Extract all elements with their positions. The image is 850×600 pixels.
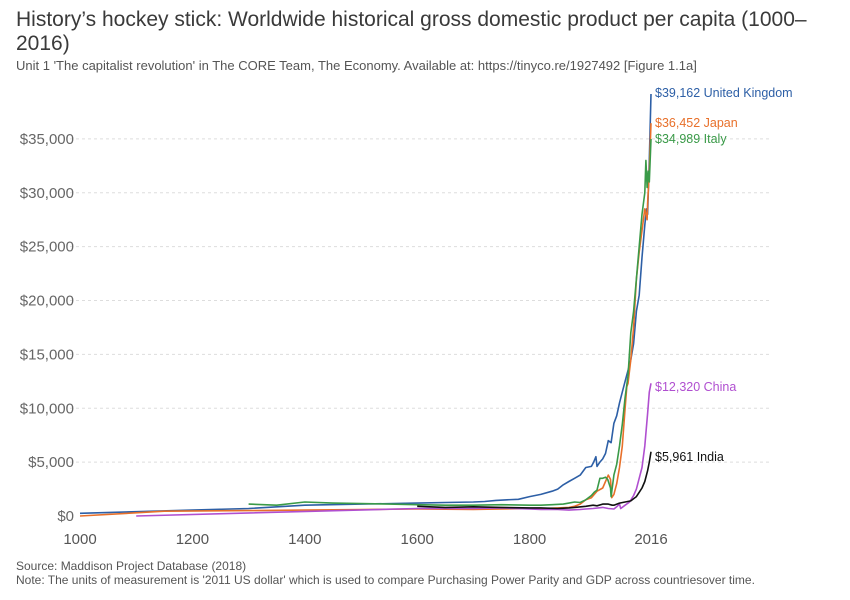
chart-title: History’s hockey stick: Worldwide histor…	[16, 8, 807, 55]
source-note: Source: Maddison Project Database (2018)	[16, 559, 247, 573]
end-label-italy: $34,989 Italy	[655, 132, 727, 146]
x-tick-label: 1600	[401, 531, 434, 548]
x-tick-label: 1000	[63, 531, 96, 548]
series-line-united-kingdom	[79, 93, 652, 515]
x-tick-label: 1400	[288, 531, 321, 548]
end-label-india: $5,961 India	[655, 450, 724, 464]
x-tick-label: 1200	[176, 531, 209, 548]
y-tick-label: $20,000	[20, 293, 74, 310]
y-tick-label: $30,000	[20, 185, 74, 202]
y-tick-label: $25,000	[20, 239, 74, 256]
y-tick-label: $15,000	[20, 346, 74, 363]
series-line-italy	[248, 138, 652, 506]
y-tick-label: $5,000	[28, 454, 74, 471]
measurement-note: Note: The units of measurement is '2011 …	[16, 573, 755, 587]
y-tick-label: $10,000	[20, 400, 74, 417]
end-label-china: $12,320 China	[655, 380, 736, 394]
x-tick-label: 1800	[513, 531, 546, 548]
y-tick-label: $0	[57, 508, 74, 525]
series-line-japan	[79, 123, 652, 517]
end-label-japan: $36,452 Japan	[655, 116, 738, 130]
series-layer	[79, 93, 652, 517]
y-tick-label: $35,000	[20, 131, 74, 148]
series-line-india	[417, 451, 652, 510]
chart-subtitle: Unit 1 'The capitalist revolution' in Th…	[16, 58, 697, 73]
grid-layer	[70, 138, 770, 463]
end-label-united-kingdom: $39,162 United Kingdom	[655, 86, 793, 100]
x-tick-label: 2016	[634, 531, 667, 548]
tick-layer: $0 $5,000 $10,000 $15,000 $20,000 $25,000 $30,…	[20, 131, 668, 548]
end-label-layer: $39,162 United Kingdom $36,452 Japan $34,9…	[655, 86, 793, 464]
series-line-china	[136, 383, 652, 517]
